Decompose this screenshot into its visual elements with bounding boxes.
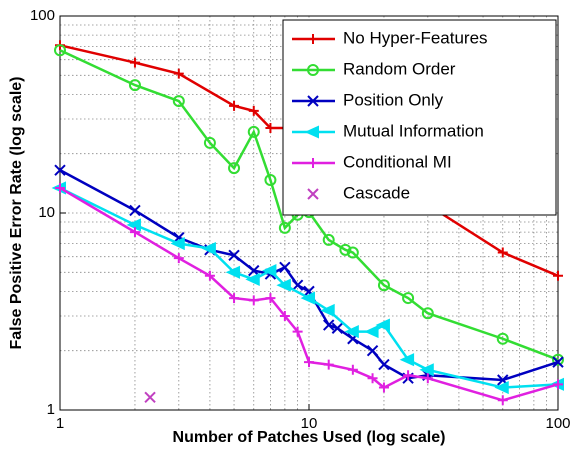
marker <box>170 236 185 251</box>
marker <box>422 373 433 384</box>
marker <box>276 278 291 292</box>
marker <box>229 293 240 304</box>
x-tick-label: 100 <box>545 415 570 432</box>
marker <box>366 344 379 357</box>
y-axis-label: False Positive Error Rate (log scale) <box>8 77 25 350</box>
marker <box>144 391 156 404</box>
marker <box>553 270 563 281</box>
marker <box>378 358 390 371</box>
legend-box <box>282 19 557 216</box>
marker <box>331 322 344 334</box>
marker <box>307 188 319 200</box>
y-tick-label: 1 <box>47 401 55 418</box>
marker <box>496 332 509 345</box>
marker <box>201 241 216 256</box>
marker <box>300 291 315 305</box>
marker <box>172 95 185 107</box>
marker <box>245 272 260 286</box>
marker <box>364 325 379 339</box>
marker <box>279 261 291 274</box>
marker <box>55 182 65 193</box>
marker <box>421 307 434 320</box>
marker <box>247 125 260 138</box>
marker <box>339 243 352 256</box>
marker <box>403 370 414 381</box>
marker <box>552 356 564 368</box>
marker <box>278 221 291 234</box>
plot-frame <box>59 15 559 411</box>
legend-label: Mutual Information <box>343 121 484 140</box>
marker <box>225 265 241 279</box>
marker <box>262 264 277 278</box>
marker <box>323 319 335 331</box>
marker <box>497 395 508 406</box>
marker <box>248 295 259 306</box>
marker <box>375 318 390 332</box>
marker <box>323 359 334 370</box>
marker <box>203 136 216 149</box>
y-tick-label: 10 <box>38 204 55 221</box>
marker <box>229 100 240 111</box>
marker <box>129 227 140 238</box>
legend-label: Position Only <box>343 90 444 109</box>
marker <box>128 79 141 92</box>
marker <box>291 279 304 291</box>
marker <box>308 34 318 44</box>
marker <box>307 64 320 76</box>
marker <box>494 380 509 395</box>
marker <box>173 68 184 79</box>
marker <box>399 353 415 367</box>
marker <box>419 363 434 377</box>
marker <box>367 373 378 384</box>
marker <box>279 311 290 322</box>
marker <box>248 264 260 277</box>
marker <box>204 270 215 281</box>
marker <box>402 292 415 304</box>
marker <box>129 57 140 68</box>
marker <box>346 246 359 259</box>
marker <box>129 204 141 217</box>
marker <box>54 44 67 57</box>
legend-label: Conditional MI <box>343 152 452 171</box>
legend-label: Random Order <box>343 59 456 78</box>
marker <box>265 123 276 134</box>
legend-label: Cascade <box>343 183 410 202</box>
marker <box>228 162 241 175</box>
marker <box>292 326 303 337</box>
marker <box>497 247 508 258</box>
marker <box>265 293 276 304</box>
marker <box>173 253 184 264</box>
marker <box>308 158 318 168</box>
marker <box>320 303 335 318</box>
marker <box>322 234 335 246</box>
marker <box>347 364 358 375</box>
marker <box>304 357 314 368</box>
marker <box>344 325 359 339</box>
marker <box>378 382 389 393</box>
x-axis-label: Number of Patches Used (log scale) <box>173 429 446 446</box>
x-tick-label: 10 <box>301 415 318 432</box>
marker <box>264 174 277 186</box>
y-tick-label: 100 <box>30 7 55 24</box>
x-tick-label: 1 <box>56 415 64 432</box>
legend-label: No Hyper-Features <box>343 28 488 47</box>
marker <box>377 279 390 292</box>
marker <box>54 164 66 176</box>
marker <box>248 105 259 116</box>
marker <box>553 379 563 390</box>
marker <box>307 95 319 107</box>
marker <box>304 125 319 139</box>
marker <box>228 249 240 261</box>
